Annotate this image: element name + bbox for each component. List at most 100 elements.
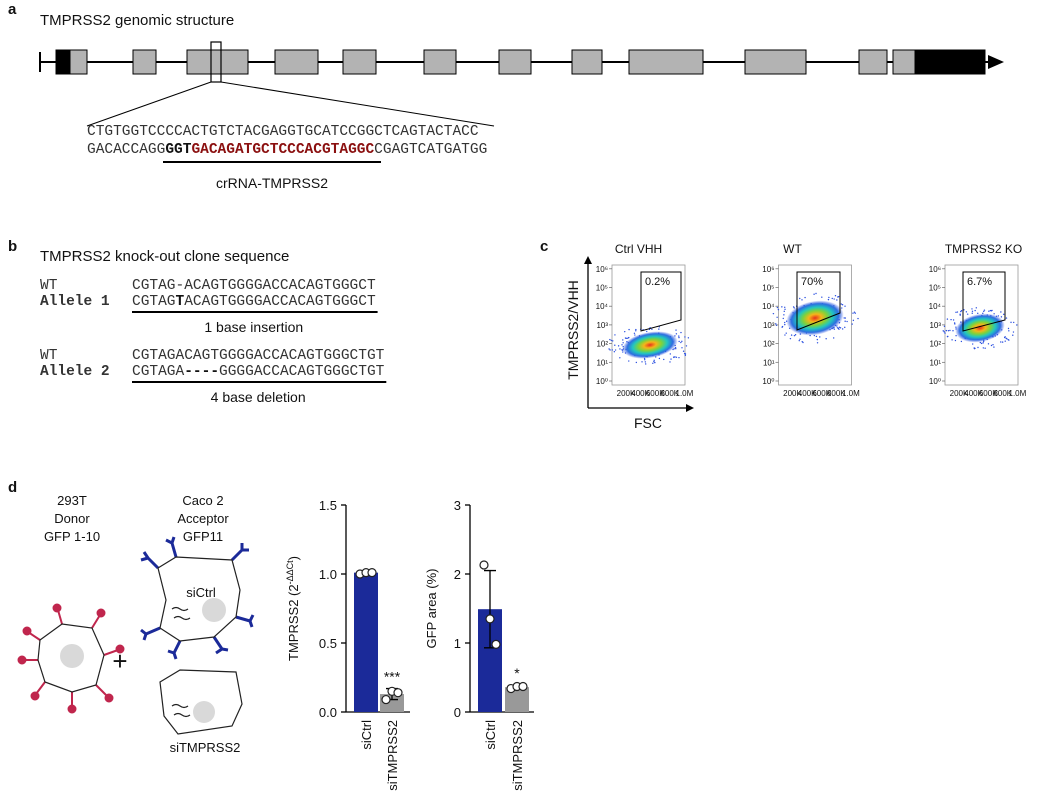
y-tick-label: 1.0 xyxy=(319,567,337,582)
event-dot xyxy=(781,306,783,308)
allele-label: Allele 2 xyxy=(40,364,110,380)
event-dot xyxy=(635,328,637,331)
gate-label: 70% xyxy=(801,276,823,288)
panel-letter: d xyxy=(8,479,17,496)
event-dot xyxy=(977,312,979,315)
zoom-line xyxy=(86,81,212,127)
event-dot xyxy=(653,360,655,363)
event-dot xyxy=(951,339,953,341)
event-dot xyxy=(644,363,647,365)
x-tick-label: 400K xyxy=(631,389,650,398)
event-dot xyxy=(627,337,630,339)
event-dot xyxy=(966,313,969,315)
event-dot xyxy=(653,359,655,362)
event-dot xyxy=(959,313,961,315)
y-tick-label: 10⁰ xyxy=(762,377,774,386)
donor-label: GFP 1-10 xyxy=(44,529,100,544)
exon xyxy=(571,49,603,75)
y-tick-label: 10⁶ xyxy=(596,265,608,274)
event-dot xyxy=(612,340,614,342)
event-dot xyxy=(651,328,653,330)
x-tick-label: 800K xyxy=(993,389,1012,398)
allele-label: WT xyxy=(40,348,58,364)
event-dot xyxy=(960,310,962,313)
event-dot xyxy=(654,361,656,364)
y-tick-label: 10² xyxy=(596,340,608,349)
x-axis-label: FSC xyxy=(634,415,662,431)
event-dot xyxy=(844,320,846,322)
zoom-line xyxy=(220,81,495,127)
y-tick-label: 0.0 xyxy=(319,705,337,720)
event-dot xyxy=(963,309,965,311)
event-dot xyxy=(982,342,984,344)
plot-title: Ctrl VHH xyxy=(615,242,662,256)
x-tick-label: 200K xyxy=(950,389,969,398)
event-dot xyxy=(853,311,856,313)
event-dot xyxy=(815,335,818,338)
sequence-part: CGTAGACAGTGGGGACCACAGTGGGCTGT xyxy=(132,348,385,364)
gate xyxy=(796,271,841,331)
event-dot xyxy=(644,361,647,363)
y-axis-label: GFP area (%) xyxy=(424,569,439,649)
x-tick-label: 1.0M xyxy=(676,389,694,398)
event-dot xyxy=(984,347,986,349)
event-dot xyxy=(1010,321,1012,324)
cell-label: siTMPRSS2 xyxy=(170,740,241,755)
y-tick-label: 10³ xyxy=(596,321,608,330)
event-dot xyxy=(783,314,785,316)
guide-sequence: GACAGATGCTCCCACGTAGGC xyxy=(191,142,374,158)
event-dot xyxy=(641,361,643,363)
event-dot xyxy=(784,321,786,324)
gate-label: 0.2% xyxy=(645,276,670,288)
y-label-suffix: ) xyxy=(286,556,301,560)
event-dot xyxy=(943,331,945,333)
event-dot xyxy=(678,335,680,337)
x-tick-label: 200K xyxy=(783,389,802,398)
data-point xyxy=(367,568,377,578)
event-dot xyxy=(834,295,837,297)
event-dot xyxy=(990,310,993,312)
event-dot xyxy=(825,338,827,340)
x-tick-label: siCtrl xyxy=(483,720,498,750)
exon xyxy=(274,49,319,75)
allele-sequences: WT CGTAG-ACAGTGGGGACCACAGTGGGCT Allele 1 CG… xyxy=(40,278,387,405)
event-dot xyxy=(852,312,854,314)
event-dot xyxy=(1001,341,1004,343)
event-dot xyxy=(772,312,775,315)
event-dot xyxy=(947,330,950,332)
caption: 1 base insertion xyxy=(204,319,303,335)
event-dot xyxy=(624,337,627,339)
event-dot xyxy=(993,313,995,315)
sequence-part: CGTAG xyxy=(132,294,176,310)
event-dot xyxy=(658,357,661,360)
sequence-part: CGTAG-ACAGTGGGGACCACAGTGGGCT xyxy=(132,278,376,294)
event-dot xyxy=(682,350,685,352)
event-dot xyxy=(1008,339,1010,341)
event-dot xyxy=(670,358,672,360)
event-dot xyxy=(789,337,792,340)
event-dot xyxy=(827,298,830,301)
exon xyxy=(892,49,916,75)
panel-title: TMPRSS2 knock-out clone sequence xyxy=(40,248,289,265)
y-tick-label: 10⁶ xyxy=(762,265,774,274)
event-dot xyxy=(844,317,847,319)
data-point xyxy=(518,681,528,692)
density xyxy=(786,300,844,336)
event-dot xyxy=(971,308,973,310)
y-tick-label: 10³ xyxy=(929,321,941,330)
event-dot xyxy=(971,310,974,312)
x-tick-label: 400K xyxy=(964,389,983,398)
event-dot xyxy=(852,319,855,322)
event-dot xyxy=(804,296,806,299)
event-dot xyxy=(784,306,786,308)
event-dot xyxy=(955,311,957,314)
donor-label: 293T xyxy=(57,493,87,508)
gate xyxy=(640,271,682,332)
exon xyxy=(132,49,157,75)
event-dot xyxy=(987,343,990,345)
event-dot xyxy=(854,312,856,314)
event-dot xyxy=(1004,336,1006,338)
event-dot xyxy=(652,362,654,364)
event-dot xyxy=(844,305,846,307)
exon xyxy=(858,49,888,75)
